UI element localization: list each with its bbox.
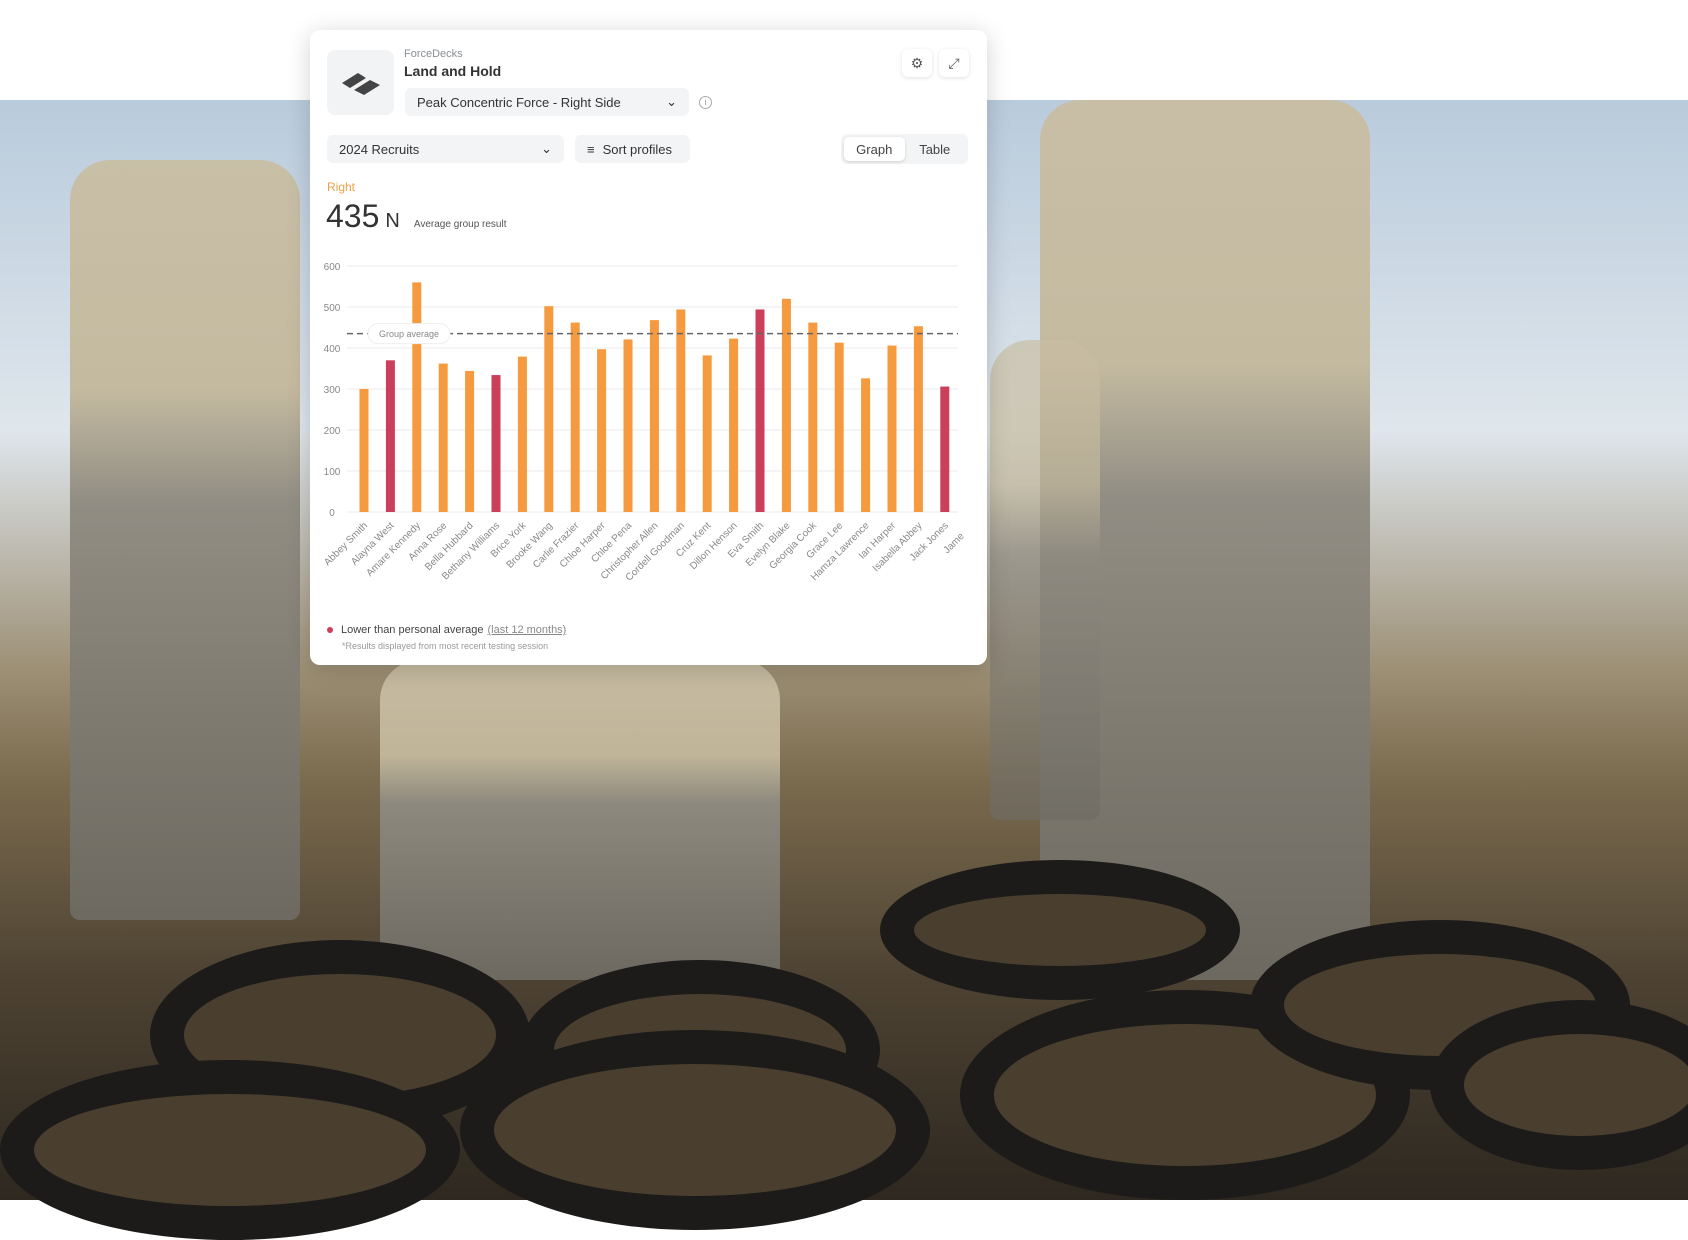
bar-ian-harper [887,345,897,512]
view-toggle: Graph Table [841,134,968,164]
bar-chloe-pena [623,339,633,512]
tab-table[interactable]: Table [919,141,951,157]
metric-select[interactable]: Peak Concentric Force - Right Side ⌄ [405,88,689,116]
landing-chart-card: ForceDecks Land and Hold Peak Concentric… [310,30,987,665]
bar-grace-lee [834,342,844,512]
y-tick-label: 300 [324,385,341,396]
bar-georgia-cook [808,322,818,512]
footnote: *Results displayed from most recent test… [342,641,549,651]
info-icon[interactable]: i [699,96,712,109]
bar-chloe-harper [597,349,607,512]
legend-label: Lower than personal average [341,624,484,636]
legend: Lower than personal average (last 12 mon… [327,624,566,636]
expand-button[interactable]: ⤢ [939,49,969,77]
y-tick-label: 0 [329,508,335,519]
expand-icon: ⤢ [948,54,960,71]
bar-brice-york [517,356,527,512]
side-label: Right [327,180,356,194]
bar-christopher-allen [649,320,659,512]
bar-abbey-smith [359,389,369,512]
bar-bethany-williams [491,375,501,512]
chevron-down-icon: ⌄ [666,94,677,109]
bar-bella-hubbard [465,370,475,512]
tab-graph[interactable]: Graph [844,137,905,161]
sort-profiles-button[interactable]: ≡ Sort profiles [575,135,690,163]
gear-icon: ⚙ [910,54,924,71]
bar-jack-jones [940,386,950,512]
logo-icon [327,50,394,115]
average-result: 435 N Average group result [326,198,507,235]
brand-label: ForceDecks [404,48,463,60]
bar-brooke-wang [544,306,554,512]
sort-profiles-label: Sort profiles [602,141,672,157]
y-tick-label: 600 [324,262,341,273]
bar-anna-rose [438,363,448,512]
bar-alayna-west [385,360,395,512]
bar-evelyn-blake [781,298,791,512]
bar-isabella-abbey [913,326,923,512]
bar-eva-smith [755,309,765,512]
y-tick-label: 200 [324,426,341,437]
bar-cruz-kent [702,355,712,512]
group-select[interactable]: 2024 Recruits ⌄ [327,135,564,163]
y-tick-label: 100 [324,467,341,478]
legend-red-dot [327,627,333,633]
group-average-badge [367,323,451,345]
chevron-down-icon: ⌄ [541,141,552,156]
average-unit: N [385,210,400,232]
test-title: Land and Hold [404,63,502,79]
settings-button[interactable]: ⚙ [902,49,932,77]
bar-hamza-lawrence [861,378,871,512]
legend-period-link[interactable]: (last 12 months) [487,624,567,636]
bar-amare-kennedy [412,282,422,512]
group-average-label: Group average [379,329,439,339]
metric-select-value: Peak Concentric Force - Right Side [417,94,621,110]
group-select-value: 2024 Recruits [339,141,420,157]
y-tick-label: 400 [324,344,341,355]
average-value: 435 [326,198,380,234]
sort-icon: ≡ [587,141,595,157]
bar-carlie-frazier [570,322,580,512]
average-caption: Average group result [413,219,507,230]
bar-dillon-henson [729,338,739,512]
bar-cordell-goodman [676,309,686,512]
y-tick-label: 500 [324,303,341,314]
